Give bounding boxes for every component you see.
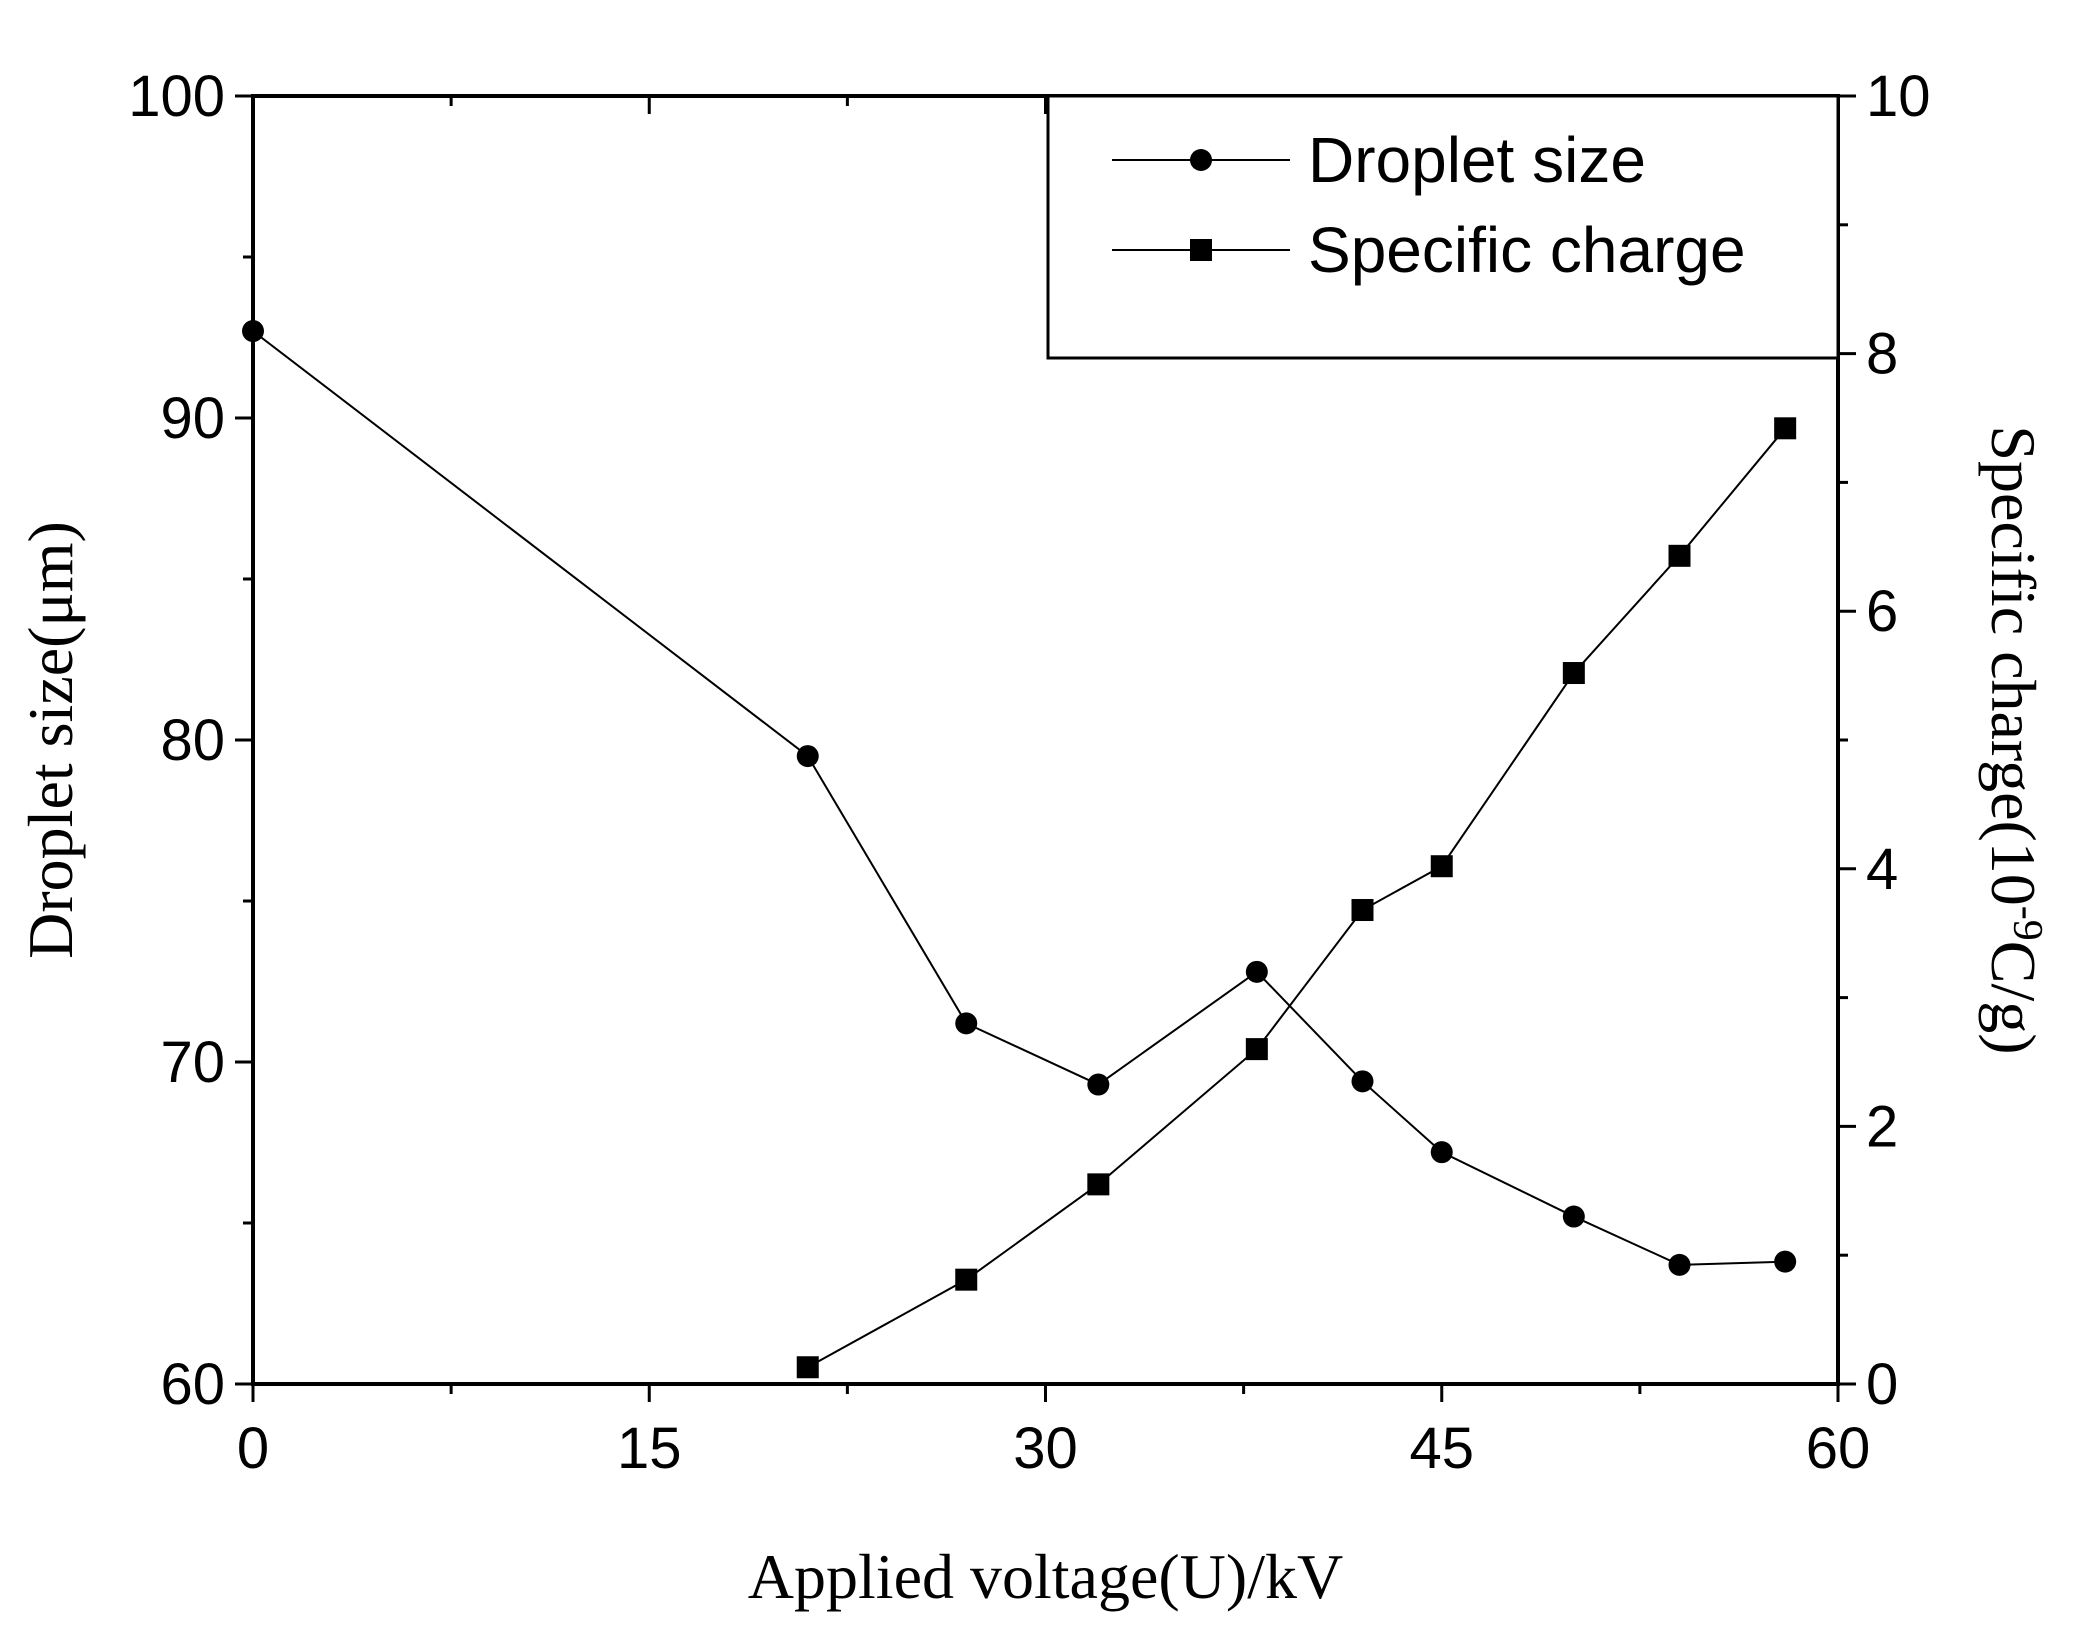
y-right-tick-label: 2 bbox=[1866, 1094, 1898, 1159]
x-axis-title: Applied voltage(U)/kV bbox=[748, 1541, 1343, 1612]
data-point-droplet-size bbox=[1351, 1070, 1374, 1093]
data-point-droplet-size bbox=[1774, 1250, 1797, 1273]
x-tick-label: 0 bbox=[237, 1416, 269, 1481]
data-point-specific-charge bbox=[955, 1268, 978, 1291]
legend-label-specific-charge: Specific charge bbox=[1308, 214, 1746, 286]
series-layer bbox=[242, 320, 1797, 1379]
data-point-droplet-size bbox=[1668, 1253, 1691, 1276]
data-point-droplet-size bbox=[955, 1012, 978, 1035]
data-point-specific-charge bbox=[1245, 1038, 1268, 1061]
y-right-tick-label: 8 bbox=[1866, 322, 1898, 387]
data-point-droplet-size bbox=[796, 745, 819, 768]
data-point-specific-charge bbox=[1351, 899, 1374, 922]
y-right-tick-label: 6 bbox=[1866, 579, 1898, 644]
legend: Droplet size Specific charge bbox=[1046, 94, 1840, 360]
ticks-layer bbox=[235, 94, 1856, 1402]
legend-box bbox=[1046, 94, 1840, 360]
legend-marker-specific-charge bbox=[1190, 239, 1212, 261]
x-tick-label: 60 bbox=[1806, 1416, 1871, 1481]
series-line-droplet-size bbox=[252, 330, 1786, 1266]
y-left-axis-title: Droplet size(μm) bbox=[15, 521, 86, 959]
data-point-specific-charge bbox=[1087, 1173, 1110, 1196]
data-point-droplet-size bbox=[1087, 1073, 1110, 1096]
data-point-specific-charge bbox=[1430, 855, 1453, 878]
y-right-title-base: Specific charge(10 bbox=[1978, 425, 2049, 905]
y-left-tick-label: 70 bbox=[160, 1030, 225, 1095]
y-left-tick-label: 60 bbox=[160, 1352, 225, 1417]
y-left-tick-label: 100 bbox=[128, 64, 225, 129]
legend-marker-droplet-size bbox=[1190, 149, 1212, 171]
data-point-specific-charge bbox=[1774, 417, 1797, 440]
y-right-tick-label: 0 bbox=[1866, 1352, 1898, 1417]
data-point-droplet-size bbox=[1245, 960, 1268, 983]
y-right-title-superscript: -9 bbox=[2004, 906, 2050, 941]
data-point-specific-charge bbox=[796, 1356, 819, 1379]
y-right-tick-label: 10 bbox=[1866, 64, 1931, 129]
y-right-tick-label: 4 bbox=[1866, 837, 1898, 902]
data-point-droplet-size bbox=[1562, 1205, 1585, 1228]
y-left-tick-label: 80 bbox=[160, 708, 225, 773]
y-right-axis-title: Specific charge(10-9C/g) bbox=[1978, 425, 2050, 1054]
labels-layer: 0 15 30 45 60 60 70 80 90 100 0 2 4 6 8 10 bbox=[128, 64, 1930, 1481]
y-left-tick-label: 90 bbox=[160, 386, 225, 451]
x-tick-label: 45 bbox=[1409, 1416, 1474, 1481]
data-point-specific-charge bbox=[1562, 662, 1585, 685]
y-right-title-tail: C/g) bbox=[1978, 941, 2049, 1055]
data-point-droplet-size bbox=[1430, 1141, 1453, 1164]
x-tick-label: 15 bbox=[617, 1416, 682, 1481]
legend-label-droplet-size: Droplet size bbox=[1308, 124, 1646, 196]
data-point-specific-charge bbox=[1668, 544, 1691, 567]
x-tick-label: 30 bbox=[1013, 1416, 1078, 1481]
